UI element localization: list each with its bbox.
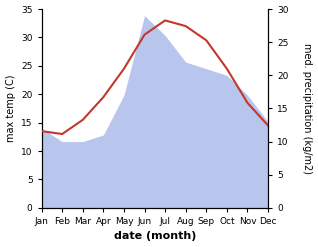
Y-axis label: max temp (C): max temp (C)	[5, 75, 16, 142]
Y-axis label: med. precipitation (kg/m2): med. precipitation (kg/m2)	[302, 43, 313, 174]
X-axis label: date (month): date (month)	[114, 231, 196, 242]
